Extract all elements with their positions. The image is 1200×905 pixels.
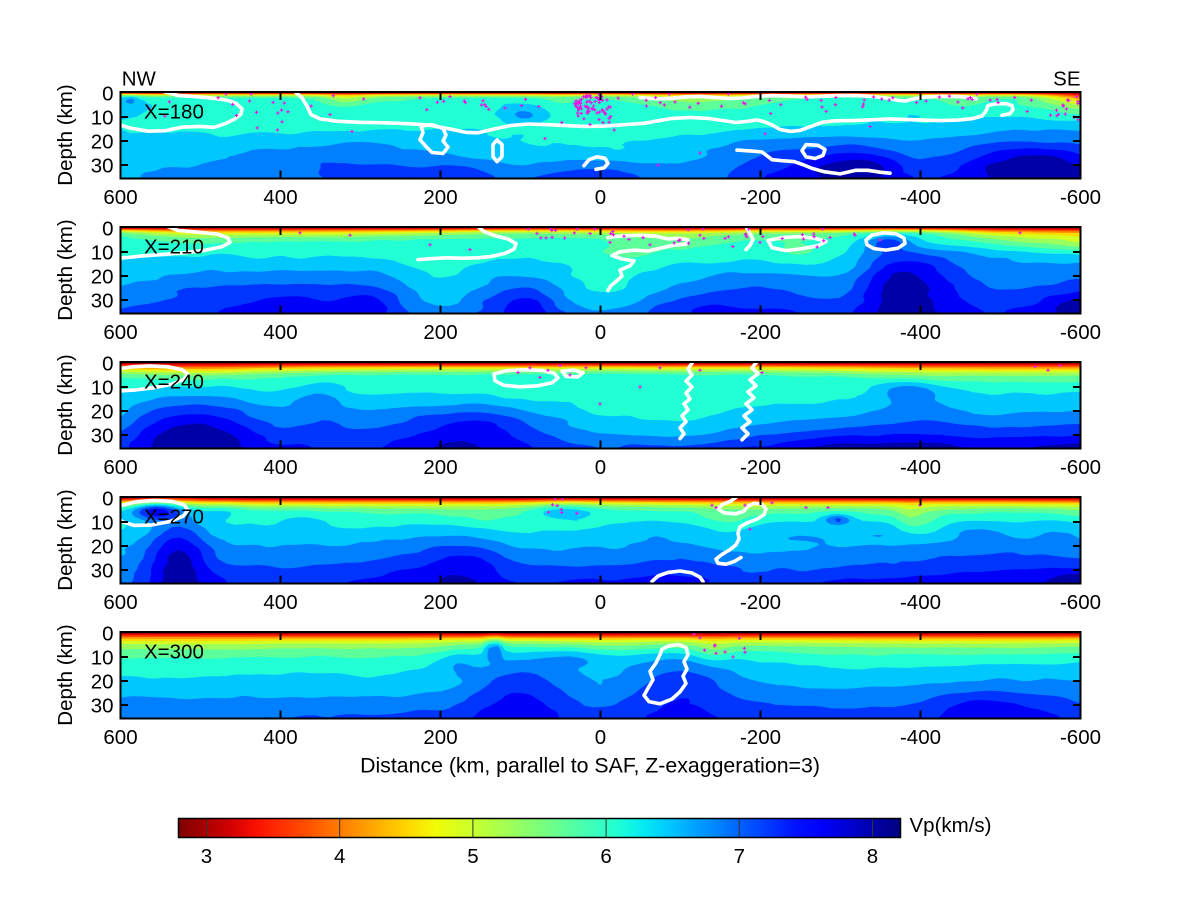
svg-text:-200: -200 [740, 456, 781, 479]
svg-text:10: 10 [91, 107, 114, 130]
svg-text:Depth (km): Depth (km) [54, 489, 77, 590]
svg-text:-400: -400 [900, 456, 941, 479]
svg-text:20: 20 [91, 401, 114, 424]
svg-text:SE: SE [1053, 67, 1080, 90]
svg-text:-600: -600 [1060, 186, 1101, 209]
svg-text:8: 8 [867, 845, 878, 868]
svg-text:600: 600 [103, 456, 137, 479]
svg-text:-400: -400 [900, 321, 941, 344]
svg-text:Vp(km/s): Vp(km/s) [910, 814, 992, 837]
svg-text:10: 10 [91, 512, 114, 535]
svg-text:-600: -600 [1060, 456, 1101, 479]
svg-text:X=180: X=180 [144, 101, 204, 124]
svg-text:3: 3 [201, 845, 212, 868]
svg-text:X=210: X=210 [144, 236, 204, 259]
svg-text:10: 10 [91, 647, 114, 670]
svg-text:30: 30 [91, 695, 114, 718]
svg-text:NW: NW [122, 67, 157, 90]
svg-text:200: 200 [423, 186, 457, 209]
svg-text:0: 0 [595, 726, 606, 749]
svg-text:400: 400 [263, 591, 297, 614]
svg-text:0: 0 [102, 83, 113, 106]
svg-text:6: 6 [600, 845, 611, 868]
svg-text:-200: -200 [740, 321, 781, 344]
svg-text:0: 0 [102, 488, 113, 511]
svg-text:0: 0 [595, 186, 606, 209]
svg-text:-400: -400 [900, 726, 941, 749]
svg-text:Depth (km): Depth (km) [54, 219, 77, 320]
svg-text:-600: -600 [1060, 726, 1101, 749]
svg-text:5: 5 [467, 845, 478, 868]
svg-text:20: 20 [91, 131, 114, 154]
svg-text:0: 0 [102, 623, 113, 646]
svg-text:200: 200 [423, 321, 457, 344]
svg-text:600: 600 [103, 726, 137, 749]
svg-text:0: 0 [595, 456, 606, 479]
svg-text:400: 400 [263, 186, 297, 209]
svg-text:0: 0 [595, 321, 606, 344]
svg-text:0: 0 [595, 591, 606, 614]
svg-text:-400: -400 [900, 186, 941, 209]
svg-text:400: 400 [263, 726, 297, 749]
svg-text:X=240: X=240 [144, 371, 204, 394]
svg-text:30: 30 [91, 560, 114, 583]
svg-text:10: 10 [91, 377, 114, 400]
svg-text:Depth (km): Depth (km) [54, 84, 77, 185]
svg-text:400: 400 [263, 321, 297, 344]
svg-text:600: 600 [103, 321, 137, 344]
svg-text:400: 400 [263, 456, 297, 479]
svg-text:-200: -200 [740, 186, 781, 209]
svg-text:600: 600 [103, 186, 137, 209]
svg-text:7: 7 [734, 845, 745, 868]
svg-text:Depth (km): Depth (km) [54, 354, 77, 455]
svg-text:4: 4 [334, 845, 345, 868]
svg-text:10: 10 [91, 242, 114, 265]
svg-text:Depth (km): Depth (km) [54, 624, 77, 725]
svg-text:20: 20 [91, 671, 114, 694]
svg-text:-600: -600 [1060, 591, 1101, 614]
svg-text:600: 600 [103, 591, 137, 614]
svg-text:0: 0 [102, 353, 113, 376]
svg-text:-200: -200 [740, 726, 781, 749]
svg-text:30: 30 [91, 425, 114, 448]
svg-text:20: 20 [91, 536, 114, 559]
svg-text:30: 30 [91, 290, 114, 313]
svg-text:30: 30 [91, 155, 114, 178]
svg-text:X=270: X=270 [144, 506, 204, 529]
svg-text:-600: -600 [1060, 321, 1101, 344]
svg-text:-400: -400 [900, 591, 941, 614]
svg-text:X=300: X=300 [144, 641, 204, 664]
svg-text:Distance (km, parallel to SAF,: Distance (km, parallel to SAF, Z-exagger… [360, 754, 820, 778]
svg-text:200: 200 [423, 726, 457, 749]
svg-text:0: 0 [102, 218, 113, 241]
svg-text:-200: -200 [740, 591, 781, 614]
svg-text:20: 20 [91, 266, 114, 289]
svg-text:200: 200 [423, 456, 457, 479]
svg-text:200: 200 [423, 591, 457, 614]
